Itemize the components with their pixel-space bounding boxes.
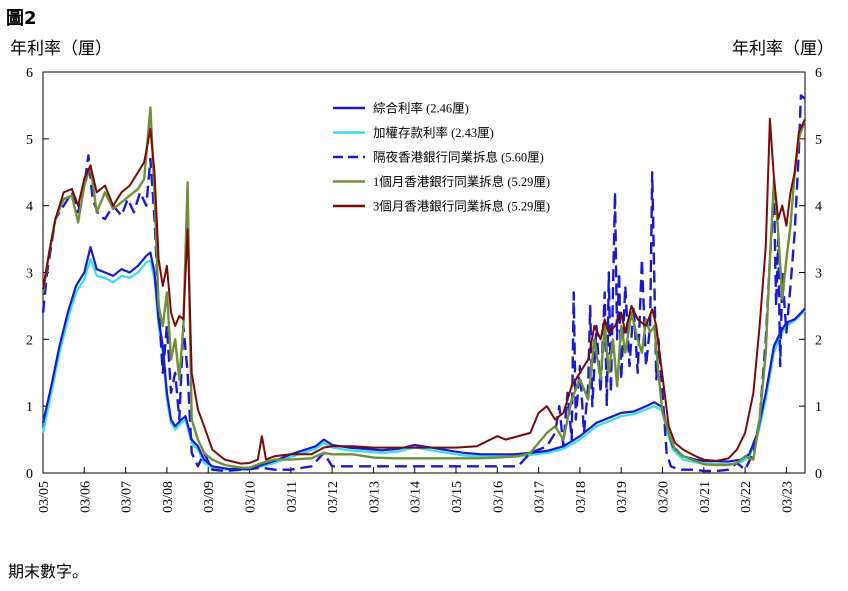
legend-label-one-month: 1個月香港銀行同業拆息 (5.29厘)	[373, 174, 550, 189]
x-tick-label: 03/10	[244, 481, 259, 513]
y-tick-label-left: 1	[26, 400, 33, 415]
x-tick-label: 03/06	[78, 481, 93, 513]
y-tick-label-right: 6	[815, 66, 822, 81]
legend-label-three-month: 3個月香港銀行同業拆息 (5.29厘)	[373, 199, 550, 214]
y-tick-label-left: 0	[26, 467, 33, 482]
series-line-three-month	[42, 117, 806, 465]
y-tick-label-right: 2	[815, 333, 822, 348]
series-lines	[41, 94, 807, 473]
y-tick-label-right: 1	[815, 400, 822, 415]
x-tick-label: 03/17	[533, 481, 548, 513]
y-tick-label-left: 5	[26, 133, 33, 148]
x-tick-label: 03/19	[615, 481, 630, 513]
y-axis-right: 0 1 2 3 4 5 6	[799, 66, 822, 482]
x-tick-label: 03/07	[120, 481, 135, 513]
y-tick-label-left: 4	[26, 200, 33, 215]
x-tick-label: 03/23	[780, 481, 795, 513]
x-tick-label: 03/20	[657, 481, 672, 513]
y-tick-label-left: 3	[26, 267, 33, 282]
y-tick-label-right: 0	[815, 467, 822, 482]
right-axis-unit: 年利率（厘）	[732, 39, 834, 59]
x-tick-label: 03/14	[409, 481, 424, 513]
y-tick-label-right: 3	[815, 267, 822, 282]
y-tick-label-left: 6	[26, 66, 33, 81]
x-tick-label: 03/09	[202, 481, 217, 513]
y-tick-label-right: 4	[815, 200, 822, 215]
footnote: 期末數字。	[8, 562, 89, 581]
x-tick-label: 03/11	[285, 481, 300, 512]
legend-label-overnight: 隔夜香港銀行同業拆息 (5.60厘)	[373, 150, 544, 165]
legend: 綜合利率 (2.46厘) 加權存款利率 (2.43厘) 隔夜香港銀行同業拆息 (5.…	[333, 101, 550, 214]
left-axis-unit: 年利率（厘）	[10, 39, 112, 59]
x-tick-label: 03/21	[698, 481, 713, 513]
legend-label-deposit: 加權存款利率 (2.43厘)	[373, 125, 494, 140]
x-tick-label: 03/15	[450, 481, 465, 513]
x-tick-label: 03/18	[574, 481, 589, 513]
series-line-one-month	[41, 106, 807, 469]
legend-label-composite: 綜合利率 (2.46厘)	[373, 101, 469, 116]
x-axis: 03/05 03/06 03/07 03/08 03/09 03/10 03/11 03/12…	[37, 467, 795, 513]
x-tick-label: 03/08	[161, 481, 176, 513]
y-tick-label-right: 5	[815, 133, 822, 148]
x-tick-label: 03/22	[739, 481, 754, 513]
x-tick-label: 03/13	[367, 481, 382, 513]
x-tick-label: 03/05	[37, 481, 52, 513]
figure-label: 圖2	[6, 8, 37, 29]
x-tick-label: 03/12	[326, 481, 341, 513]
x-tick-label: 03/16	[491, 481, 506, 513]
y-tick-label-left: 2	[26, 333, 33, 348]
series-line-deposit	[41, 258, 806, 471]
